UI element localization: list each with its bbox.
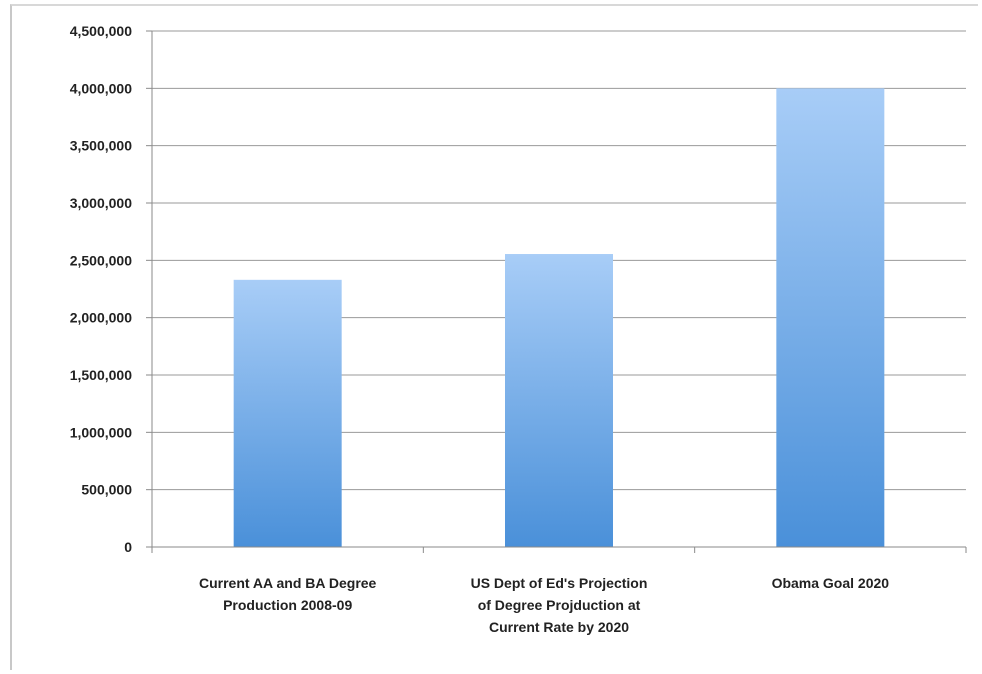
x-category-label: Production 2008-09 [223,597,352,613]
y-tick-label: 3,500,000 [70,138,132,154]
y-tick-label: 2,500,000 [70,252,132,268]
chart-frame [10,4,978,670]
x-axis-category-labels: Current AA and BA Degree Production 2008-… [199,575,889,635]
bar [505,254,613,547]
y-tick-label: 4,000,000 [70,80,132,96]
bar [776,88,885,547]
y-axis-tick-labels: 0 500,000 1,000,000 1,500,000 2,000,000 2,500… [70,23,133,555]
bar [233,279,342,547]
y-tick-label: 3,000,000 [70,195,132,211]
x-category-label: Obama Goal 2020 [772,575,890,591]
y-tick-label: 500,000 [81,482,132,498]
y-tick-label: 2,000,000 [70,310,132,326]
x-category-label: US Dept of Ed's Projection [471,575,648,591]
y-tick-label: 1,500,000 [70,367,132,383]
bars [233,88,885,547]
y-tick-label: 4,500,000 [70,23,132,39]
x-category-label: Current AA and BA Degree [199,575,377,591]
axes [146,30,967,553]
x-category-label: of Degree Projduction at [478,597,641,613]
x-category-label: Current Rate by 2020 [489,619,629,635]
y-tick-label: 0 [124,539,132,555]
y-tick-label: 1,000,000 [70,424,132,440]
